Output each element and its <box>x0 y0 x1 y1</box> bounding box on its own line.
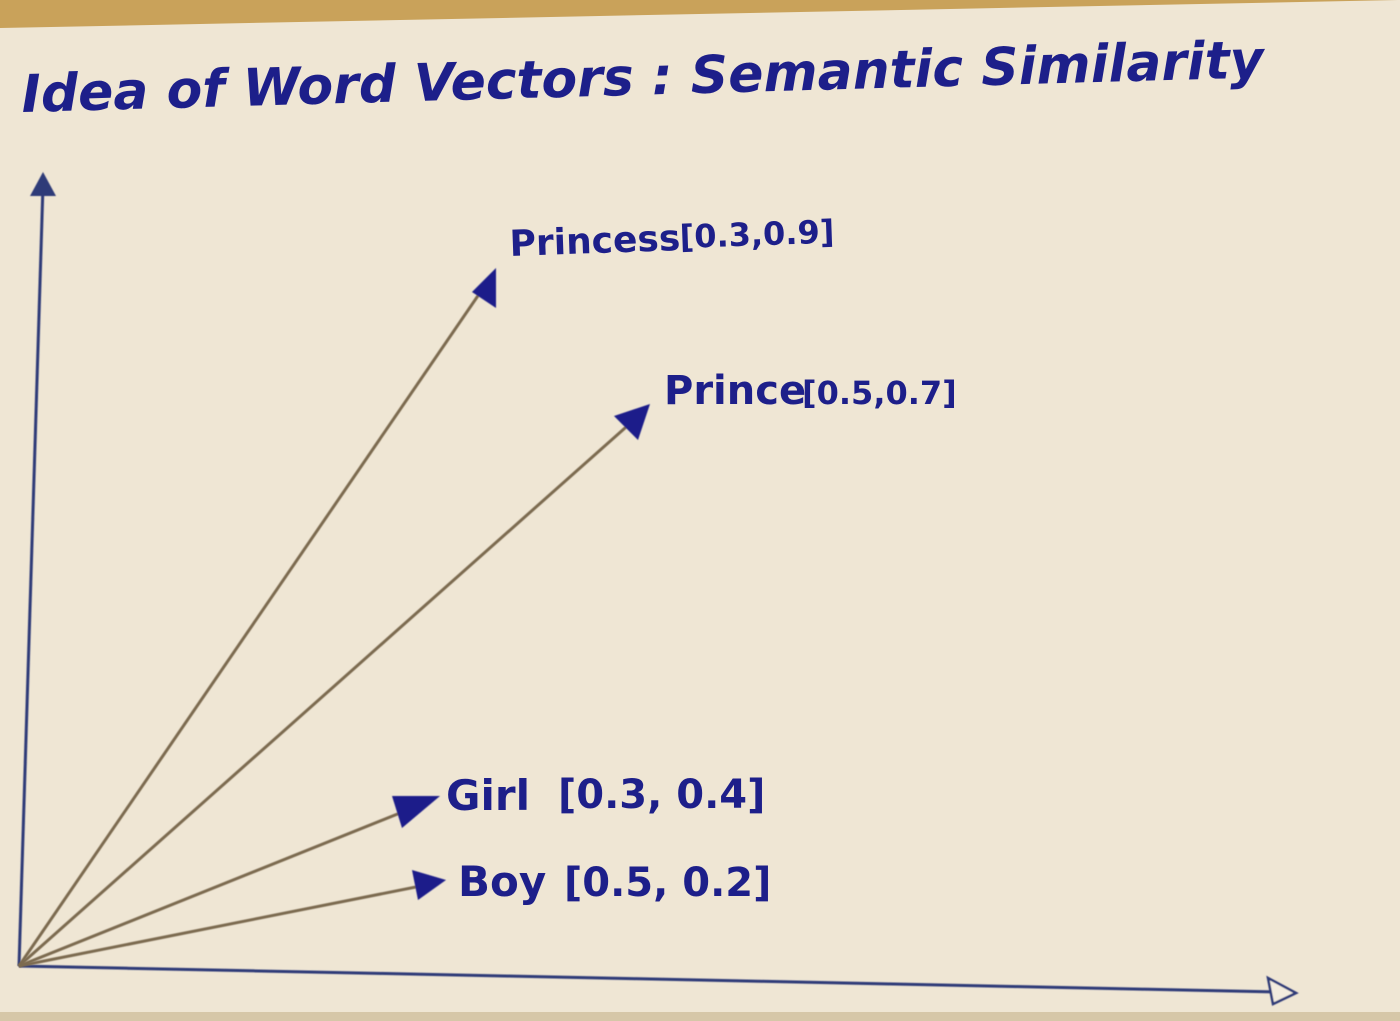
girl-arrow-line <box>18 807 411 968</box>
princess-vector-value: [0.3,0.9] <box>679 213 835 256</box>
princess-arrowhead <box>472 268 496 308</box>
axes <box>17 172 1299 1006</box>
boy-word: Boy <box>458 857 546 906</box>
label-prince: Prince [0.5,0.7] <box>664 368 957 414</box>
girl-word: Girl <box>446 771 530 820</box>
prince-arrow-line <box>18 418 635 968</box>
boy-vector-value: [0.5, 0.2] <box>564 860 771 906</box>
princess-arrow-line <box>17 283 488 967</box>
label-princess: Princess [0.3,0.9] <box>509 213 835 265</box>
boy-arrow-line <box>18 883 427 968</box>
prince-word: Prince <box>664 368 806 414</box>
label-girl: Girl [0.3, 0.4] <box>446 771 765 820</box>
prince-vector-value: [0.5,0.7] <box>802 374 957 412</box>
boy-arrowhead <box>412 870 446 900</box>
girl-arrowhead <box>392 796 440 828</box>
vector-princess <box>17 268 496 967</box>
vector-girl <box>18 796 440 968</box>
y-axis <box>17 184 45 967</box>
x-axis-arrowhead <box>1266 975 1299 1006</box>
label-boy: Boy [0.5, 0.2] <box>458 857 771 906</box>
paper-bottom-edge <box>0 1012 1400 1021</box>
girl-vector-value: [0.3, 0.4] <box>558 772 765 818</box>
y-axis-arrowhead <box>30 172 56 196</box>
princess-word: Princess <box>509 218 681 265</box>
vector-boy <box>18 870 446 968</box>
x-axis <box>18 964 1281 994</box>
vector-prince <box>18 404 650 968</box>
prince-arrowhead <box>614 404 650 440</box>
